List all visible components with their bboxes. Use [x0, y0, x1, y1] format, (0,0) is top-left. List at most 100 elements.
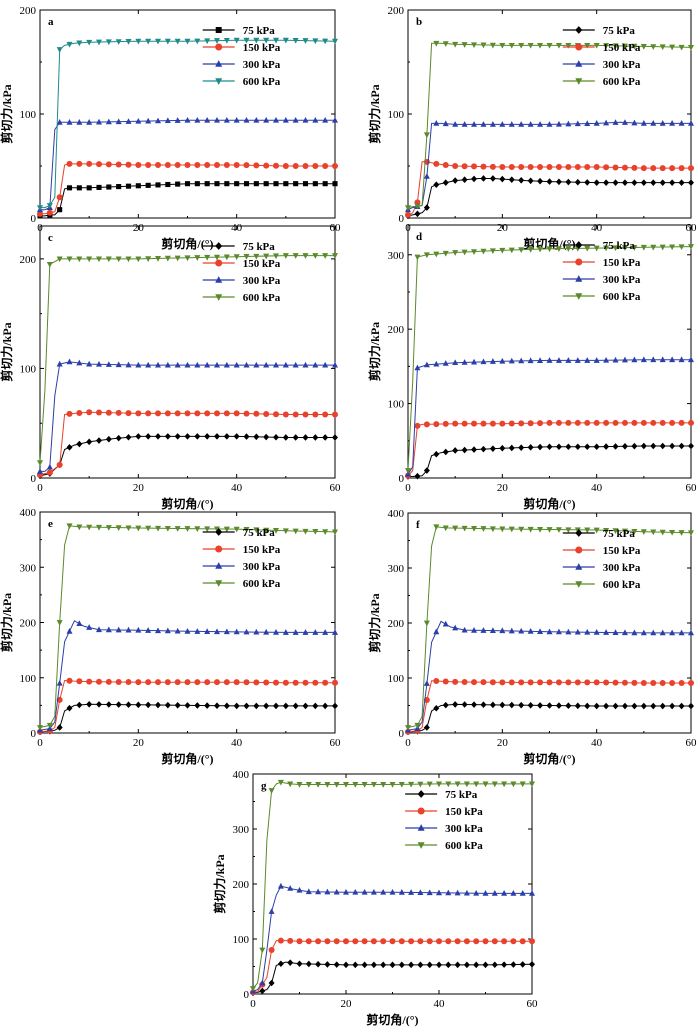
data-point [565, 419, 572, 426]
data-point [499, 357, 506, 364]
data-point [324, 961, 331, 968]
data-point [125, 701, 132, 709]
legend-label: 75 kPa [603, 528, 636, 540]
data-point [650, 244, 657, 251]
legend-label: 300 kPa [603, 274, 641, 286]
data-point [361, 888, 368, 895]
data-point [480, 42, 487, 49]
data-point [96, 626, 102, 633]
legend-label: 150 kPa [243, 544, 281, 556]
data-point [518, 357, 525, 364]
data-point [480, 627, 487, 633]
data-point [66, 704, 73, 712]
data-point [527, 701, 534, 709]
data-point [471, 163, 478, 170]
data-point [223, 161, 230, 168]
data-point [537, 702, 544, 709]
data-point [603, 245, 610, 252]
data-point [125, 679, 132, 686]
data-point [312, 529, 319, 535]
data-point [565, 178, 572, 186]
data-point [659, 702, 666, 710]
data-point [76, 359, 83, 366]
data-point [529, 781, 535, 788]
data-point [518, 164, 525, 171]
data-point [574, 120, 581, 127]
data-point [669, 679, 676, 686]
legend-label: 300 kPa [603, 562, 641, 574]
data-point [555, 178, 562, 186]
y-axis-title: 剪切力/kPa [367, 84, 382, 143]
data-point [233, 628, 240, 635]
data-point [243, 361, 250, 368]
data-point [669, 165, 676, 172]
legend-marker [417, 790, 425, 798]
data-point [135, 38, 142, 45]
y-tick-label: 0 [31, 473, 37, 485]
data-point [253, 37, 260, 44]
data-point [433, 251, 440, 258]
data-point [461, 249, 468, 256]
data-point [96, 39, 102, 46]
data-point [243, 702, 250, 710]
data-point [650, 702, 657, 710]
data-point [584, 164, 591, 171]
data-point [259, 979, 266, 986]
data-point [56, 461, 63, 468]
data-point [678, 44, 685, 51]
data-point [574, 443, 581, 451]
data-point [194, 161, 201, 168]
legend-marker [575, 26, 583, 34]
data-point [389, 782, 396, 788]
data-point [343, 782, 349, 788]
data-point [253, 162, 260, 169]
data-point [243, 410, 250, 417]
data-point [282, 702, 289, 710]
data-point [135, 701, 142, 709]
plot-frame [407, 9, 692, 219]
data-point [76, 256, 83, 263]
data-point [243, 254, 250, 260]
data-point [527, 177, 534, 185]
data-point [499, 701, 506, 709]
data-point [603, 629, 610, 635]
data-point [86, 624, 93, 630]
data-point [273, 679, 279, 686]
y-tick-label: 0 [31, 728, 37, 740]
data-point [426, 781, 433, 788]
legend-marker [215, 242, 223, 250]
data-point [277, 960, 284, 968]
data-point [473, 781, 480, 788]
chart-panel-f: 0 20 40 60 0 100 200 300 400 剪切角/(°) 剪切力/kPa f 75 kP… [367, 508, 697, 766]
data-point [96, 118, 102, 125]
data-point [66, 677, 73, 684]
data-point [423, 361, 430, 368]
data-point [105, 525, 112, 531]
y-tick-label: 100 [20, 673, 37, 685]
data-point [510, 890, 517, 896]
data-point [164, 361, 171, 368]
data-point [631, 442, 638, 450]
data-point [315, 938, 322, 945]
data-point [214, 702, 220, 710]
data-point [76, 40, 83, 47]
data-point [555, 357, 562, 363]
data-point [593, 702, 600, 710]
data-point [253, 410, 260, 417]
data-point [380, 888, 387, 895]
y-tick-label: 100 [233, 934, 250, 946]
data-point [282, 361, 289, 368]
data-point [584, 120, 591, 126]
data-point [688, 702, 694, 710]
data-point [621, 679, 628, 686]
data-point [565, 527, 572, 534]
data-point [194, 181, 200, 187]
data-point [452, 701, 459, 708]
data-point [125, 39, 132, 45]
data-point [194, 628, 201, 634]
data-point [621, 528, 628, 535]
data-point [398, 938, 405, 945]
data-point [527, 42, 534, 49]
data-point [436, 781, 442, 788]
data-point [115, 701, 122, 708]
